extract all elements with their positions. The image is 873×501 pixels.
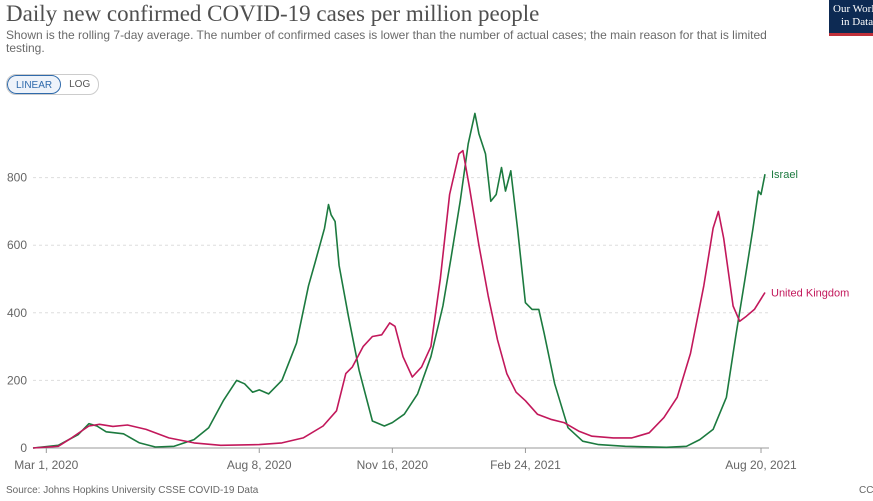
owid-logo[interactable]: Our World in Data (829, 0, 873, 36)
y-tick-label: 800 (7, 171, 27, 185)
license-label[interactable]: CC BY (859, 485, 873, 496)
y-tick-label: 400 (7, 306, 27, 320)
x-tick-label: Aug 8, 2020 (227, 458, 292, 472)
y-tick-label: 600 (7, 238, 27, 252)
series-label-israel: Israel (771, 169, 798, 181)
source-note[interactable]: Source: Johns Hopkins University CSSE CO… (6, 485, 259, 496)
linear-scale-button[interactable]: LINEAR (7, 75, 62, 94)
logo-line-1: Our World (833, 3, 873, 15)
series-line-israel (32, 112, 766, 449)
chart-subtitle: Shown is the rolling 7-day average. The … (6, 28, 767, 55)
chart-title: Daily new confirmed COVID-19 cases per m… (6, 1, 540, 26)
x-tick-label: Nov 16, 2020 (357, 458, 429, 472)
series-label-united-kingdom: United Kingdom (771, 288, 849, 300)
y-tick-label: 0 (20, 441, 27, 455)
logo-line-2: in Data (841, 16, 873, 28)
x-tick-label: Feb 24, 2021 (490, 458, 561, 472)
series-line-united-kingdom (32, 149, 766, 449)
x-tick-label: Mar 1, 2020 (14, 458, 78, 472)
scale-toggle: LINEAR LOG (6, 74, 100, 95)
x-tick-label: Aug 20, 2021 (725, 458, 797, 472)
y-tick-label: 200 (7, 373, 27, 387)
log-scale-button[interactable]: LOG (69, 79, 91, 90)
